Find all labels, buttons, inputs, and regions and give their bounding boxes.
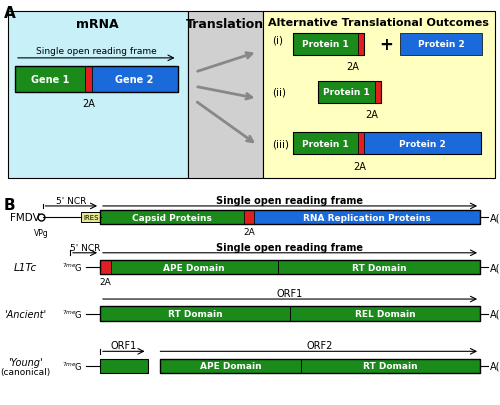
Text: A(n): A(n) (490, 213, 500, 222)
Text: Protein 2: Protein 2 (418, 40, 465, 49)
FancyBboxPatch shape (92, 67, 178, 93)
Text: 2A: 2A (82, 99, 95, 109)
FancyBboxPatch shape (375, 81, 381, 104)
Text: B: B (4, 197, 16, 212)
Text: APE Domain: APE Domain (200, 361, 261, 371)
Text: A(n): A(n) (490, 361, 500, 371)
Text: Single open reading frame: Single open reading frame (216, 195, 364, 205)
Text: Protein 1: Protein 1 (323, 88, 370, 97)
FancyBboxPatch shape (358, 34, 364, 56)
Text: $^{7me}$G: $^{7me}$G (62, 360, 83, 372)
FancyBboxPatch shape (85, 67, 91, 93)
FancyBboxPatch shape (15, 67, 85, 93)
Text: 2A: 2A (346, 62, 359, 72)
Text: $^{7me}$G: $^{7me}$G (62, 261, 83, 274)
FancyBboxPatch shape (110, 260, 278, 275)
Text: 5' NCR: 5' NCR (70, 243, 100, 252)
Text: Single open reading frame: Single open reading frame (36, 47, 156, 56)
Text: (i): (i) (272, 36, 283, 45)
FancyBboxPatch shape (292, 133, 358, 155)
Text: Protein 2: Protein 2 (398, 139, 446, 149)
FancyBboxPatch shape (292, 34, 358, 56)
Text: (iii): (iii) (272, 139, 289, 149)
Text: IRES: IRES (83, 215, 99, 220)
Text: REL Domain: REL Domain (354, 309, 416, 318)
FancyBboxPatch shape (100, 359, 148, 373)
Text: 'Young': 'Young' (8, 357, 42, 367)
Text: ORF1: ORF1 (110, 340, 137, 350)
Text: Translation: Translation (186, 18, 264, 31)
Text: RT Domain: RT Domain (352, 263, 406, 272)
Text: RT Domain: RT Domain (168, 309, 222, 318)
Text: 2A: 2A (366, 109, 378, 119)
Text: Single open reading frame: Single open reading frame (216, 242, 364, 252)
Text: ORF1: ORF1 (277, 288, 303, 298)
Text: 2A: 2A (244, 228, 255, 237)
Text: FMDV: FMDV (10, 213, 40, 222)
FancyBboxPatch shape (160, 359, 301, 373)
FancyBboxPatch shape (244, 211, 254, 224)
FancyBboxPatch shape (188, 12, 262, 178)
Text: A(n): A(n) (490, 262, 500, 273)
FancyBboxPatch shape (318, 81, 375, 104)
Text: mRNA: mRNA (76, 18, 119, 31)
Text: 2A: 2A (354, 161, 366, 171)
Text: 'Ancient': 'Ancient' (4, 309, 46, 319)
FancyBboxPatch shape (400, 34, 482, 56)
FancyBboxPatch shape (290, 307, 480, 321)
FancyBboxPatch shape (364, 133, 481, 155)
Text: $^{7me}$G: $^{7me}$G (62, 307, 83, 320)
FancyBboxPatch shape (278, 260, 480, 275)
Text: (canonical): (canonical) (0, 367, 50, 376)
FancyBboxPatch shape (301, 359, 480, 373)
Text: Protein 1: Protein 1 (302, 139, 348, 149)
Text: APE Domain: APE Domain (164, 263, 225, 272)
Text: 5' NCR: 5' NCR (56, 196, 86, 205)
FancyBboxPatch shape (262, 12, 495, 178)
FancyBboxPatch shape (100, 307, 290, 321)
FancyBboxPatch shape (100, 260, 110, 275)
Text: RT Domain: RT Domain (363, 361, 418, 371)
Text: RNA Replication Proteins: RNA Replication Proteins (303, 213, 431, 222)
FancyBboxPatch shape (100, 211, 244, 224)
Text: (ii): (ii) (272, 87, 286, 97)
Text: 2A: 2A (100, 278, 111, 287)
Text: Alternative Translational Outcomes: Alternative Translational Outcomes (268, 18, 489, 28)
Text: L1Tc: L1Tc (14, 262, 36, 273)
Text: ORF2: ORF2 (307, 340, 333, 350)
FancyBboxPatch shape (81, 213, 101, 222)
Text: Protein 1: Protein 1 (302, 40, 348, 49)
FancyBboxPatch shape (358, 133, 364, 155)
Text: +: + (379, 36, 393, 54)
Text: VPg: VPg (34, 228, 48, 237)
Text: A(n): A(n) (490, 309, 500, 319)
FancyBboxPatch shape (254, 211, 480, 224)
Text: Gene 2: Gene 2 (116, 75, 154, 85)
Text: Capsid Proteins: Capsid Proteins (132, 213, 212, 222)
Text: Gene 1: Gene 1 (31, 75, 69, 85)
Text: A: A (4, 6, 16, 21)
FancyBboxPatch shape (8, 12, 188, 178)
